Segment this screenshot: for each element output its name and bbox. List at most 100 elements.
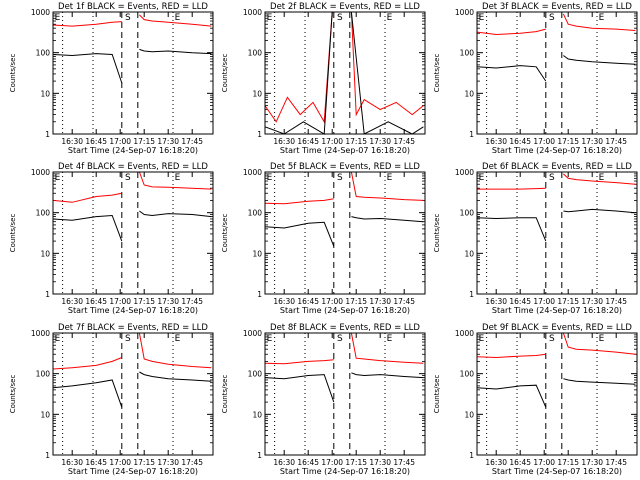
plot-frame xyxy=(476,332,638,456)
x-tick-label: 17:15 xyxy=(133,297,155,306)
x-axis-label: Start Time (24-Sep-07 16:18:20) xyxy=(492,306,622,315)
x-tick-label: 17:15 xyxy=(557,137,579,146)
x-axis-label: Start Time (24-Sep-07 16:18:20) xyxy=(492,146,622,155)
series-lld-red xyxy=(476,13,636,36)
series-line xyxy=(563,55,636,65)
x-axis-label: Start Time (24-Sep-07 16:18:20) xyxy=(280,467,410,476)
series-line xyxy=(351,372,424,379)
series-lld-red xyxy=(477,173,636,190)
series-line xyxy=(264,198,334,205)
y-tick-label: 1 xyxy=(469,451,474,460)
x-tick-label: 17:00 xyxy=(321,137,343,146)
series-events-black xyxy=(52,371,212,408)
x-tick-label: 17:45 xyxy=(393,458,415,467)
series-lld-red xyxy=(264,332,424,365)
x-tick-label: 17:00 xyxy=(109,297,131,306)
y-tick-label: 1000 xyxy=(31,329,50,338)
series-events-black xyxy=(52,48,212,84)
series-line xyxy=(476,217,547,242)
series-line xyxy=(563,378,636,385)
series-line xyxy=(476,384,547,408)
x-tick-label: 16:30 xyxy=(61,297,83,306)
series-line xyxy=(52,379,123,408)
x-tick-label: 17:30 xyxy=(369,458,391,467)
series-lld-red xyxy=(52,14,212,27)
series-lld-red xyxy=(52,171,212,203)
x-tick-label: 17:00 xyxy=(109,137,131,146)
x-tick-label: 16:30 xyxy=(485,297,507,306)
x-tick-label: 17:45 xyxy=(605,297,627,306)
x-tick-label: 17:30 xyxy=(157,297,179,306)
series-line xyxy=(351,216,424,223)
panel-det-2: Det 2f BLACK = Events, RED = LLD Counts/s… xyxy=(221,2,426,155)
time-marker-s: S xyxy=(337,13,343,23)
series-line xyxy=(264,359,334,365)
series-lld-red xyxy=(476,332,636,359)
series-line xyxy=(350,11,424,117)
x-tick-label: 16:30 xyxy=(273,297,295,306)
y-tick-label: 10 xyxy=(252,410,262,419)
plot-frame xyxy=(52,332,214,456)
y-tick-label: 100 xyxy=(36,209,51,218)
x-axis-label: Start Time (24-Sep-07 16:18:20) xyxy=(68,467,198,476)
x-tick-label: 17:00 xyxy=(533,137,555,146)
time-marker-e: E xyxy=(599,334,605,344)
x-tick-label: 17:00 xyxy=(109,458,131,467)
x-tick-label: 17:15 xyxy=(133,137,155,146)
plot-frame xyxy=(52,11,214,135)
series-events-black xyxy=(264,372,424,403)
time-marker-e: E xyxy=(267,334,273,344)
series-line xyxy=(138,332,212,369)
y-tick-label: 100 xyxy=(36,49,51,58)
time-marker-s: S xyxy=(125,334,131,344)
x-tick-label: 17:00 xyxy=(533,297,555,306)
plot-frame xyxy=(476,11,638,135)
x-tick-label: 16:45 xyxy=(85,137,107,146)
time-marker-e: E xyxy=(387,173,393,183)
series-line xyxy=(138,171,212,190)
panel-title: Det 3f BLACK = Events, RED = LLD xyxy=(482,2,632,12)
x-tick-label: 17:45 xyxy=(393,137,415,146)
panel-det-6: Det 6f BLACK = Events, RED = LLD Counts/s… xyxy=(433,162,638,315)
y-tick-label: 1 xyxy=(45,451,50,460)
panel-det-3: Det 3f BLACK = Events, RED = LLD Counts/s… xyxy=(433,2,638,155)
x-tick-label: 17:45 xyxy=(181,458,203,467)
series-line xyxy=(350,11,424,135)
x-axis-label: Start Time (24-Sep-07 16:18:20) xyxy=(68,306,198,315)
y-tick-label: 1000 xyxy=(455,329,474,338)
y-tick-label: 1 xyxy=(469,130,474,139)
x-tick-label: 16:30 xyxy=(273,458,295,467)
y-tick-label: 100 xyxy=(460,49,475,58)
time-marker-e: E xyxy=(599,173,605,183)
x-tick-label: 17:15 xyxy=(345,137,367,146)
y-tick-label: 1 xyxy=(45,290,50,299)
y-tick-label: 100 xyxy=(460,209,475,218)
x-tick-label: 17:30 xyxy=(369,297,391,306)
y-axis-label: Counts/sec xyxy=(221,54,229,93)
x-tick-label: 17:15 xyxy=(345,458,367,467)
y-axis-label: Counts/sec xyxy=(433,375,441,414)
plot-frame xyxy=(264,11,426,135)
y-tick-label: 10 xyxy=(464,249,474,258)
x-tick-label: 17:00 xyxy=(533,458,555,467)
series-events-black xyxy=(52,210,212,242)
panel-det-8: Det 8f BLACK = Events, RED = LLD Counts/s… xyxy=(221,323,426,476)
x-tick-label: 17:30 xyxy=(581,297,603,306)
series-events-black xyxy=(476,208,636,242)
y-axis-label: Counts/sec xyxy=(433,54,441,93)
x-tick-label: 17:45 xyxy=(605,137,627,146)
time-marker-e: E xyxy=(479,334,485,344)
x-tick-label: 17:00 xyxy=(321,458,343,467)
x-tick-label: 17:00 xyxy=(321,297,343,306)
y-tick-label: 100 xyxy=(36,370,51,379)
time-marker-e: E xyxy=(175,334,181,344)
x-tick-label: 16:45 xyxy=(509,458,531,467)
series-line xyxy=(476,65,547,82)
panel-title: Det 2f BLACK = Events, RED = LLD xyxy=(270,2,420,12)
x-tick-label: 17:30 xyxy=(157,137,179,146)
x-tick-label: 17:45 xyxy=(393,297,415,306)
x-tick-label: 17:15 xyxy=(557,458,579,467)
series-events-black xyxy=(476,55,636,82)
time-marker-e: E xyxy=(55,173,61,183)
x-tick-label: 17:30 xyxy=(157,458,179,467)
